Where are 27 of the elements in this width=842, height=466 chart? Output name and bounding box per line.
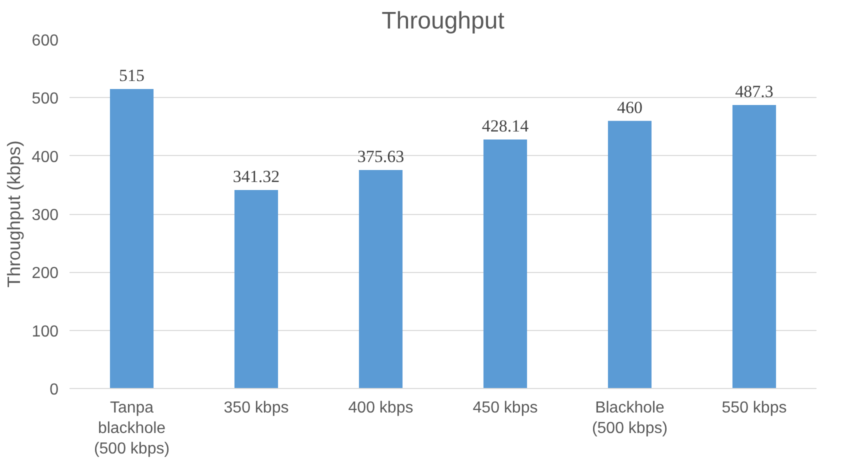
x-tick-label: Tanpa blackhole (500 kbps) xyxy=(94,400,170,458)
y-tick-label: 100 xyxy=(32,323,59,340)
data-label: 341.32 xyxy=(232,166,280,186)
y-tick-label: 400 xyxy=(32,148,59,166)
y-tick-label: 200 xyxy=(32,265,59,282)
bar xyxy=(732,105,776,388)
x-tick-label: 400 kbps xyxy=(348,400,414,416)
data-label: 487.3 xyxy=(735,82,774,102)
y-tick-label: 500 xyxy=(32,90,59,108)
y-tick-label: 0 xyxy=(50,382,59,398)
data-label: 460 xyxy=(617,98,642,117)
y-tick-label: 300 xyxy=(32,207,59,224)
bar xyxy=(358,170,403,388)
x-tick-label: 550 kbps xyxy=(722,400,787,416)
x-tick-label: Blackhole (500 kbps) xyxy=(592,400,668,437)
x-tick-label: 450 kbps xyxy=(472,400,538,416)
bar xyxy=(608,120,652,388)
bar xyxy=(110,88,154,388)
chart-title: Throughput xyxy=(382,8,505,34)
data-label: 375.63 xyxy=(357,147,404,166)
bar xyxy=(483,139,528,388)
data-label: 515 xyxy=(119,66,144,85)
bar xyxy=(234,190,278,388)
data-label: 428.14 xyxy=(482,116,530,136)
x-tick-label: 350 kbps xyxy=(224,400,289,416)
y-tick-label: 600 xyxy=(32,32,59,50)
y-axis-title: Throughput (kbps) xyxy=(4,140,24,288)
